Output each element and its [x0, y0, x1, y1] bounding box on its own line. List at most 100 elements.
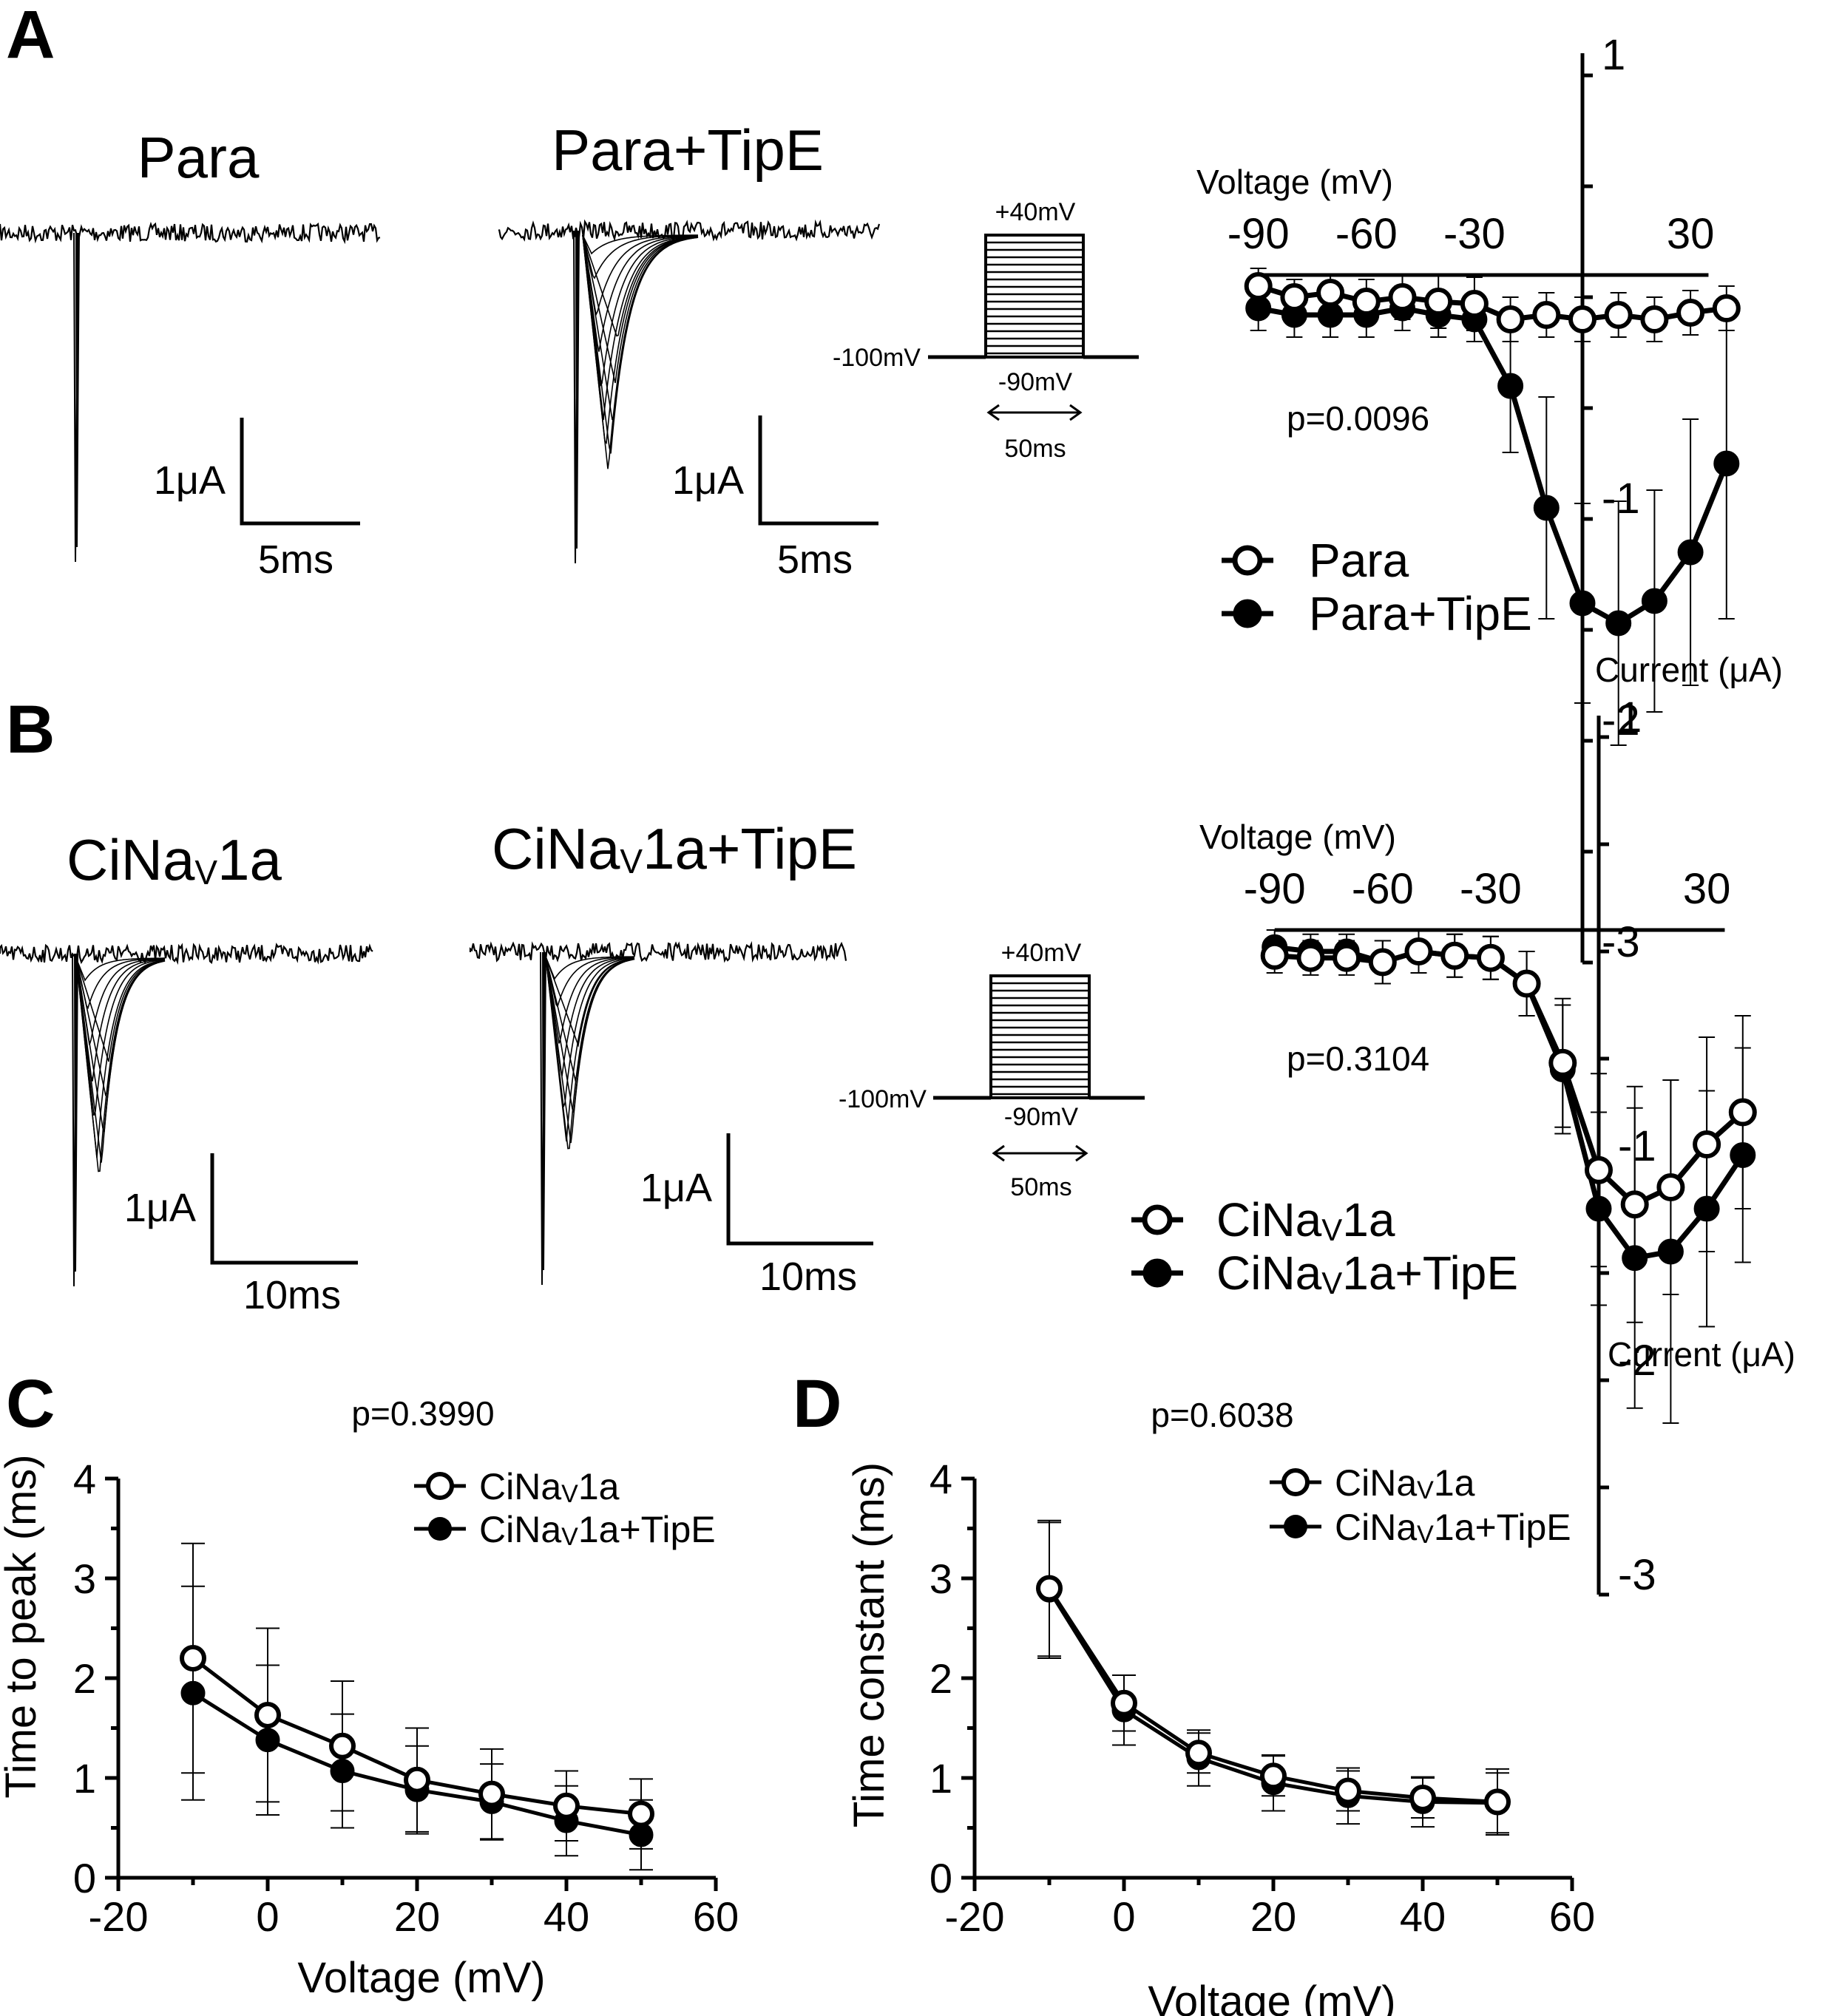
step-lines: [991, 982, 1089, 1096]
y-tick-label: 2: [930, 1655, 952, 1702]
protocol-bottom-label: -90mV: [998, 368, 1072, 396]
current-trace: [582, 234, 699, 387]
p-value-c: p=0.3990: [351, 1394, 494, 1433]
step-lines: [986, 241, 1083, 355]
data-point-open: [1280, 283, 1309, 311]
trace-title-cinav1a-tipe: CiNaV1a+TipE: [492, 816, 857, 881]
iv-a-ylabel: Current (μA): [1595, 651, 1783, 689]
protocol-duration-label: 50ms: [1004, 435, 1066, 463]
scale-bar-lines: [758, 415, 878, 526]
current-traces-cinav1a-tipe: [469, 940, 847, 1286]
data-point-open: [1712, 294, 1741, 322]
protocol-hold-label: -100mV: [833, 344, 921, 372]
plot-c-xlabel: Voltage (mV): [297, 1954, 545, 2002]
data-point-open: [180, 1645, 206, 1671]
time-to-peak-plot: p=0.3990 Voltage (mV) Time to peak (ms) …: [0, 1394, 739, 2002]
baseline-noise: [0, 943, 373, 965]
y-tick-label: -2: [1618, 1337, 1656, 1385]
legend-b: CiNaV1a CiNaV1a+TipE: [1131, 1193, 1518, 1300]
open-circle-marker: [1142, 1204, 1173, 1235]
data-point-open: [628, 1800, 654, 1827]
p-value-d: p=0.6038: [1151, 1396, 1293, 1434]
current-trace: [75, 957, 166, 1158]
y-tick-label: 2: [73, 1655, 96, 1702]
protocol-bottom-label: -90mV: [1004, 1103, 1078, 1131]
panel-a-letter: A: [6, 0, 55, 72]
data-point-filled: [1677, 539, 1704, 566]
data-point-open: [1585, 1155, 1613, 1184]
current-traces-para: [0, 221, 381, 563]
panel-b-letter: B: [6, 692, 55, 767]
y-tick-label: 4: [73, 1456, 96, 1502]
series-line-open: [1274, 948, 1745, 1208]
filled-circle-marker: [428, 1517, 452, 1541]
data-point-filled: [1657, 1238, 1684, 1265]
scale-current-label: 1μA: [672, 458, 744, 503]
legend-label-cinav1a-tipe: CiNaV1a+TipE: [1216, 1246, 1518, 1300]
x-tick-label: 40: [1400, 1893, 1446, 1940]
p-value-a: p=0.0096: [1287, 399, 1429, 438]
capacitive-transient: [72, 953, 78, 1287]
x-tick-label: -60: [1352, 865, 1414, 913]
x-tick-label: 30: [1667, 210, 1715, 258]
data-point-open: [478, 1780, 505, 1808]
current-trace: [582, 234, 699, 352]
baseline-noise: [469, 940, 847, 963]
current-trace: [75, 957, 166, 1045]
y-tick-label: -1: [1602, 475, 1640, 523]
x-tick-label: -90: [1228, 210, 1290, 258]
iv-plot-a: p=0.0096 Voltage (mV) Current (μA) 1-1-2…: [1196, 31, 1783, 966]
current-trace: [582, 234, 699, 421]
x-tick-label: -20: [89, 1893, 149, 1940]
legend-label-para-tipe: Para+TipE: [1309, 587, 1532, 640]
data-point-filled: [1713, 450, 1740, 477]
data-point-open: [1460, 290, 1489, 318]
trace-title-para-tipe: Para+TipE: [552, 118, 824, 183]
data-point-filled: [1641, 588, 1667, 614]
current-trace: [545, 956, 634, 1008]
panel-c-letter: C: [6, 1366, 55, 1442]
capacitive-transient: [73, 232, 80, 563]
legend-label-cinav1a-tipe: CiNaV1a+TipE: [479, 1509, 716, 1551]
data-point-open: [1335, 1777, 1361, 1805]
current-trace: [75, 957, 166, 1096]
x-tick-label: 40: [544, 1893, 589, 1940]
plot-d-ylabel: Time constant (ms): [845, 1462, 893, 1827]
open-circle-marker: [1232, 545, 1263, 576]
y-tick-label: 1: [1618, 693, 1642, 741]
legend-label-cinav1a: CiNaV1a: [1335, 1462, 1475, 1504]
current-trace: [582, 234, 699, 337]
y-tick-label: 3: [930, 1555, 952, 1602]
iv-b-ylabel: Current (μA): [1608, 1335, 1795, 1374]
plot-d-xlabel: Voltage (mV): [1148, 1978, 1395, 2016]
scale-time-label: 10ms: [243, 1273, 341, 1317]
scale-current-label: 1μA: [154, 458, 226, 503]
baseline-noise: [498, 219, 881, 242]
trace-title-cinav1a: CiNaV1a: [67, 827, 282, 892]
scale-bar-cinav1a: 1μA 10ms: [124, 1153, 358, 1317]
scale-bar-para: 1μA 5ms: [154, 418, 360, 582]
current-trace: [75, 957, 165, 1010]
data-point-open: [1409, 1785, 1436, 1811]
filled-circle-marker: [1233, 599, 1262, 628]
x-tick-label: -60: [1335, 210, 1398, 258]
data-point-open: [1676, 299, 1705, 327]
data-point-open: [1260, 1762, 1287, 1790]
scale-bar-lines: [726, 1133, 873, 1246]
y-tick-label: 0: [930, 1855, 952, 1901]
iv-a-xlabel: Voltage (mV): [1196, 163, 1393, 201]
data-point-open: [1496, 305, 1525, 333]
protocol-top-label: +40mV: [995, 198, 1076, 226]
scale-bar-lines: [240, 418, 360, 526]
data-point-open: [1532, 301, 1561, 329]
data-point-open: [1260, 941, 1289, 970]
data-point-open: [1316, 279, 1345, 307]
data-point-open: [553, 1792, 580, 1819]
data-point-open: [1036, 1575, 1063, 1602]
x-tick-label: 20: [1250, 1893, 1296, 1940]
plot-c-ylabel: Time to peak (ms): [0, 1454, 45, 1798]
data-point-open: [1512, 969, 1541, 998]
scale-current-label: 1μA: [124, 1186, 196, 1230]
data-point-open: [1111, 1689, 1137, 1717]
